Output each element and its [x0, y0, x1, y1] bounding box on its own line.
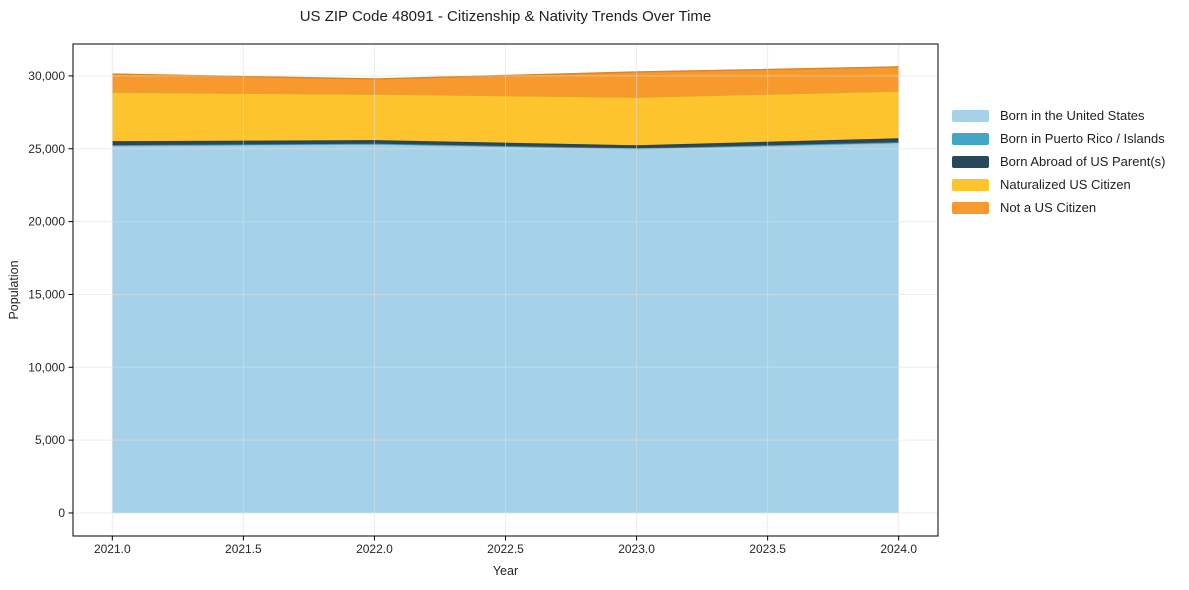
x-tick-label: 2021.5 [225, 542, 262, 556]
y-tick-label: 15,000 [28, 287, 65, 301]
legend-label: Not a US Citizen [1000, 200, 1097, 215]
legend-item: Not a US Citizen [952, 196, 1165, 219]
legend: Born in the United States Born in Puerto … [952, 104, 1165, 219]
y-axis-label: Population [7, 260, 21, 320]
x-axis-label: Year [492, 564, 519, 578]
legend-item: Born Abroad of US Parent(s) [952, 150, 1165, 173]
x-tick-label: 2022.5 [487, 542, 524, 556]
legend-swatch [952, 132, 989, 145]
x-tick-label: 2023.0 [618, 542, 655, 556]
x-tick-label: 2021.0 [94, 542, 131, 556]
y-tick-label: 25,000 [28, 142, 65, 156]
legend-label: Naturalized US Citizen [1000, 177, 1131, 192]
legend-swatch [952, 109, 989, 122]
legend-swatch [952, 201, 989, 214]
y-tick-label: 0 [58, 506, 65, 520]
legend-swatch [952, 178, 989, 191]
legend-label: Born in the United States [1000, 108, 1145, 123]
legend-label: Born Abroad of US Parent(s) [1000, 154, 1166, 169]
legend-item: Naturalized US Citizen [952, 173, 1165, 196]
y-tick-label: 30,000 [28, 69, 65, 83]
y-tick-label: 20,000 [28, 215, 65, 229]
x-tick-label: 2023.5 [749, 542, 786, 556]
legend-item: Born in the United States [952, 104, 1165, 127]
legend-swatch [952, 155, 989, 168]
x-tick-label: 2024.0 [880, 542, 917, 556]
y-tick-label: 10,000 [28, 360, 65, 374]
legend-label: Born in Puerto Rico / Islands [1000, 131, 1165, 146]
chart-title: US ZIP Code 48091 - Citizenship & Nativi… [299, 8, 712, 25]
y-tick-label: 5,000 [35, 433, 65, 447]
legend-item: Born in Puerto Rico / Islands [952, 127, 1165, 150]
x-tick-label: 2022.0 [356, 542, 393, 556]
